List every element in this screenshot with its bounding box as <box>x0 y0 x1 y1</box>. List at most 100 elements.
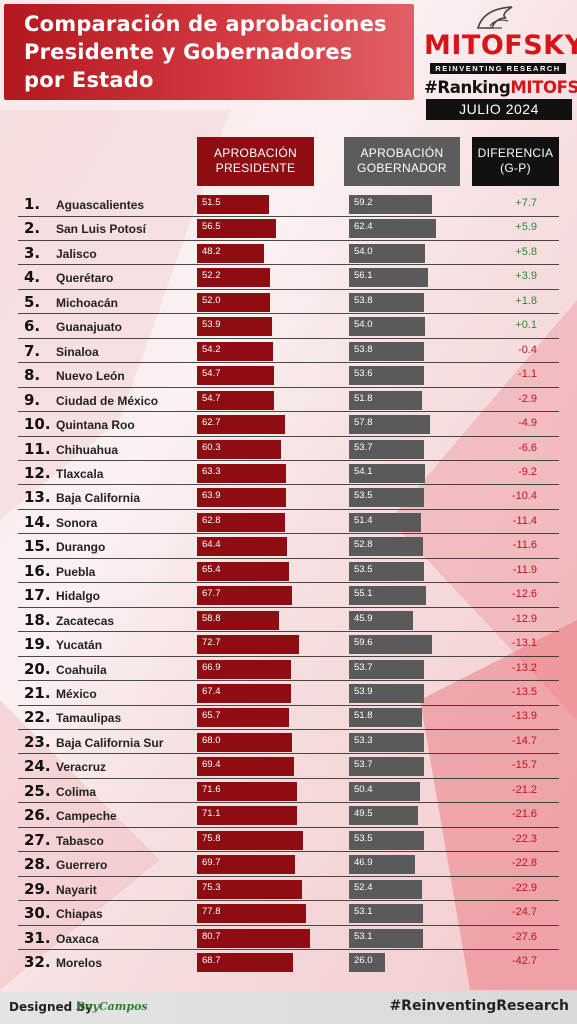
rank-number: 25. <box>24 781 51 800</box>
table-row: 26. Campeche 71.1 49.5 -21.6 <box>18 803 559 828</box>
difference-value: -10.4 <box>511 490 537 503</box>
row-divider <box>18 875 559 877</box>
table-row: 14. Sonora 62.8 51.4 -11.4 <box>18 510 559 535</box>
president-bar <box>197 684 292 703</box>
governor-bar <box>349 341 425 361</box>
hashtag-highlight: MITOFSKY <box>510 78 577 97</box>
rank-number: 24. <box>24 757 51 776</box>
governor-value-label: 53.7 <box>354 661 373 673</box>
governor-bar <box>349 855 415 875</box>
table-row: 18. Zacatecas 58.8 45.9 -12.9 <box>18 608 559 633</box>
president-value-label: 75.3 <box>202 881 221 893</box>
row-divider <box>18 826 559 828</box>
state-name: Guerrero <box>56 858 108 873</box>
header-difference: DIFERENCIA (G-P) <box>472 137 559 186</box>
president-bar <box>197 732 293 752</box>
president-value-label: 60.3 <box>202 441 221 453</box>
president-value-label: 63.3 <box>202 465 221 477</box>
governor-value-label: 53.5 <box>354 490 373 502</box>
difference-value: -11.9 <box>512 563 537 576</box>
governor-value-label: 55.1 <box>354 588 373 600</box>
difference-value: -11.4 <box>512 514 537 527</box>
state-name: Sonora <box>56 515 98 530</box>
brand-tagline: REINVENTING RESEARCH <box>430 63 566 74</box>
row-divider <box>18 386 559 388</box>
president-value-label: 75.8 <box>202 832 221 844</box>
table-row: 23. Baja California Sur 68.0 53.3 -14.7 <box>18 730 559 755</box>
rank-number: 20. <box>24 659 51 678</box>
governor-value-label: 59.2 <box>354 197 373 208</box>
row-divider <box>18 264 559 266</box>
governor-value-label: 53.5 <box>354 832 373 844</box>
table-row: 3. Jalisco 48.2 54.0 +5.8 <box>18 241 559 266</box>
president-value-label: 48.2 <box>202 245 221 257</box>
president-bar <box>197 243 265 263</box>
header-president: APROBACIÓN PRESIDENTE <box>197 137 314 186</box>
governor-value-label: 53.3 <box>354 734 373 746</box>
governor-value-label: 52.8 <box>354 539 373 551</box>
president-value-label: 66.9 <box>202 661 221 673</box>
row-divider <box>18 802 559 804</box>
header-difference-line-2: (G-P) <box>500 161 531 175</box>
state-name: Coahuila <box>56 662 107 677</box>
governor-value-label: 46.9 <box>354 857 373 869</box>
president-bar <box>197 635 299 655</box>
header-president-line-1: APROBACIÓN <box>213 146 297 160</box>
president-value-label: 71.6 <box>202 783 221 795</box>
rank-number: 27. <box>24 830 51 849</box>
governor-bar <box>349 708 422 728</box>
state-name: Chiapas <box>56 907 103 922</box>
table-row: 6. Guanajuato 53.9 54.0 +0.1 <box>18 314 559 339</box>
row-divider <box>18 557 559 559</box>
rank-number: 18. <box>24 610 51 629</box>
governor-bar <box>349 830 424 850</box>
rank-number: 30. <box>24 904 51 923</box>
president-bar <box>197 561 289 581</box>
header-governor-line-1: APROBACIÓN <box>360 146 444 160</box>
governor-value-label: 59.6 <box>354 637 373 649</box>
state-name: Chihuahua <box>56 442 118 457</box>
table-row: 2. San Luis Potosí 56.5 62.4 +5.9 <box>18 216 559 241</box>
row-divider <box>18 924 559 926</box>
difference-value: +7.7 <box>515 197 537 209</box>
rank-number: 4. <box>24 268 41 287</box>
president-bar <box>197 757 295 777</box>
president-bar <box>197 855 295 875</box>
president-value-label: 69.4 <box>202 759 221 771</box>
table-row: 8. Nuevo León 54.7 53.6 -1.1 <box>18 363 559 388</box>
governor-bar <box>349 586 427 606</box>
governor-bar <box>349 390 422 410</box>
title-banner: Comparación de aprobaciones Presidente y… <box>4 4 414 100</box>
president-value-label: 64.4 <box>202 539 221 551</box>
president-value-label: 58.8 <box>202 612 221 624</box>
governor-value-label: 53.9 <box>354 686 373 697</box>
governor-value-label: 49.5 <box>354 808 373 820</box>
governor-value-label: 53.7 <box>354 759 373 771</box>
governor-bar <box>349 488 424 508</box>
rank-number: 2. <box>24 219 41 238</box>
governor-bar <box>349 904 424 924</box>
rank-number: 1. <box>24 195 41 213</box>
row-divider <box>18 362 559 364</box>
state-name: Ciudad de México <box>56 393 159 408</box>
president-bar <box>197 708 289 728</box>
rank-number: 19. <box>24 635 51 654</box>
governor-value-label: 62.4 <box>354 221 373 233</box>
president-value-label: 68.0 <box>202 734 221 746</box>
table-row: 5. Michoacán 52.0 53.8 +1.8 <box>18 290 559 315</box>
brand-block: MITOFSKY REINVENTING RESEARCH #RankingMI… <box>420 4 577 120</box>
row-divider <box>18 753 559 755</box>
table-row: 20. Coahuila 66.9 53.7 -13.2 <box>18 657 559 682</box>
state-name: Morelos <box>56 955 103 970</box>
governor-bar <box>349 757 425 777</box>
governor-bar <box>349 561 424 581</box>
state-name: Zacatecas <box>56 613 115 628</box>
president-bar <box>197 512 285 532</box>
state-name: Nayarit <box>56 882 97 897</box>
governor-value-label: 53.8 <box>354 294 373 306</box>
state-name: Jalisco <box>56 246 97 261</box>
governor-value-label: 53.8 <box>354 343 373 355</box>
table-row: 7. Sinaloa 54.2 53.8 -0.4 <box>18 339 559 364</box>
president-bar <box>197 586 292 606</box>
